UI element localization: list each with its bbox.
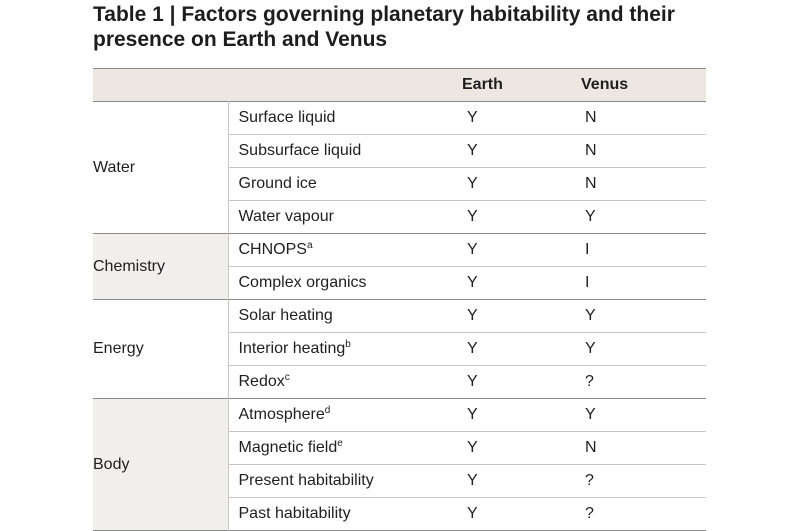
header-venus: Venus [581, 76, 629, 93]
table-row: Magnetic fielde Y N [93, 431, 706, 465]
earth-value: Y [462, 431, 581, 465]
earth-value: Y [462, 233, 581, 267]
venus-value: Y [585, 208, 596, 225]
factor-label: Atmosphere [238, 406, 325, 423]
table-row: Water vapour Y Y [93, 201, 706, 234]
factor-label: Present habitability [238, 472, 374, 489]
factor-label: Solar heating [238, 307, 333, 324]
earth-value: Y [462, 398, 581, 432]
group-energy: Energy Solar heating Y Y Interior heatingb Y Y… [93, 299, 706, 399]
table-row: Energy Solar heating Y Y [93, 299, 706, 399]
earth-value: Y [467, 373, 478, 390]
venus-value: Y [581, 398, 706, 432]
table-title: Table 1 | Factors governing planetary ha… [93, 3, 675, 51]
factor-cell: Complex organics [228, 266, 462, 300]
table-row: Subsurface liquid Y N [93, 134, 706, 168]
table-row: Body Atmosphered Y Y [93, 398, 706, 531]
venus-value: N [581, 134, 706, 168]
group-label: Water [93, 101, 229, 234]
earth-value: Y [462, 497, 581, 531]
habitability-table: Earth Venus Water Surface liquid Y N Subsurf… [93, 68, 706, 531]
header-earth: Earth [462, 76, 503, 93]
factor-label: Redox [238, 373, 285, 390]
venus-value: I [581, 233, 706, 267]
factor-cell: Atmosphered [228, 398, 462, 432]
earth-value: Y [462, 464, 581, 498]
group-label: Body [93, 398, 229, 531]
factor-label: CHNOPS [238, 241, 307, 258]
earth-value: Y [467, 208, 478, 225]
header-empty-group [93, 69, 228, 102]
earth-value: Y [462, 299, 581, 333]
group-water: Water Surface liquid Y N Subsurface liquid Y N… [93, 101, 706, 234]
venus-value: ? [581, 497, 706, 531]
factor-cell: Water vapour [228, 201, 462, 234]
group-chemistry: Chemistry CHNOPSa Y I Complex organics Y I [93, 233, 706, 300]
factor-cell: Ground ice [228, 167, 462, 201]
factor-cell: Solar heating [228, 299, 462, 333]
venus-value: Y [581, 332, 706, 366]
factor-label: Past habitability [238, 505, 351, 522]
factor-cell: Surface liquid [228, 101, 462, 135]
table-row: Past habitability Y? [93, 497, 706, 531]
venus-value: Y [581, 299, 706, 333]
venus-value: ? [581, 464, 706, 498]
venus-value: N [581, 431, 706, 465]
factor-label: Water vapour [238, 208, 334, 225]
group-body: Body Atmosphered Y Y Magnetic fielde Y N Presen… [93, 398, 706, 531]
footnote-marker: c [284, 372, 290, 383]
table-row: Ground ice Y N [93, 167, 706, 201]
factor-label: Subsurface liquid [238, 142, 362, 159]
factor-cell: CHNOPSa [228, 233, 462, 267]
earth-value: Y [462, 266, 581, 300]
factor-cell: Redoxc [228, 366, 462, 399]
table-row: Redoxc Y? [93, 366, 706, 399]
footnote-marker: e [337, 438, 343, 449]
table-row: Water Surface liquid Y N [93, 101, 706, 234]
factor-label: Surface liquid [238, 109, 336, 126]
table-header-row: Earth Venus [93, 68, 706, 102]
factor-cell: Past habitability [228, 497, 462, 531]
table-row: Interior heatingb Y Y [93, 332, 706, 366]
footnote-marker: b [345, 339, 351, 350]
venus-value: ? [585, 373, 594, 390]
earth-value: Y [462, 167, 581, 201]
venus-value: N [581, 101, 706, 135]
factor-label: Interior heating [238, 340, 346, 357]
table-row: Chemistry CHNOPSa Y I [93, 233, 706, 300]
earth-value: Y [462, 332, 581, 366]
factor-label: Ground ice [238, 175, 317, 192]
table-row: Present habitability Y? [93, 464, 706, 498]
header-empty-factor [228, 69, 462, 102]
footnote-marker: d [324, 405, 331, 416]
table-row: Complex organics Y I [93, 266, 706, 300]
footnote-marker: a [306, 240, 313, 251]
factor-cell: Subsurface liquid [228, 134, 462, 168]
factor-cell: Present habitability [228, 464, 462, 498]
earth-value: Y [462, 134, 581, 168]
earth-value: Y [462, 101, 581, 135]
group-label: Chemistry [93, 233, 229, 300]
factor-cell: Interior heatingb [228, 332, 462, 366]
factor-label: Complex organics [238, 274, 367, 291]
group-label: Energy [93, 299, 229, 399]
factor-label: Magnetic field [238, 439, 338, 456]
factor-cell: Magnetic fielde [228, 431, 462, 465]
venus-value: I [581, 266, 706, 300]
venus-value: N [581, 167, 706, 201]
